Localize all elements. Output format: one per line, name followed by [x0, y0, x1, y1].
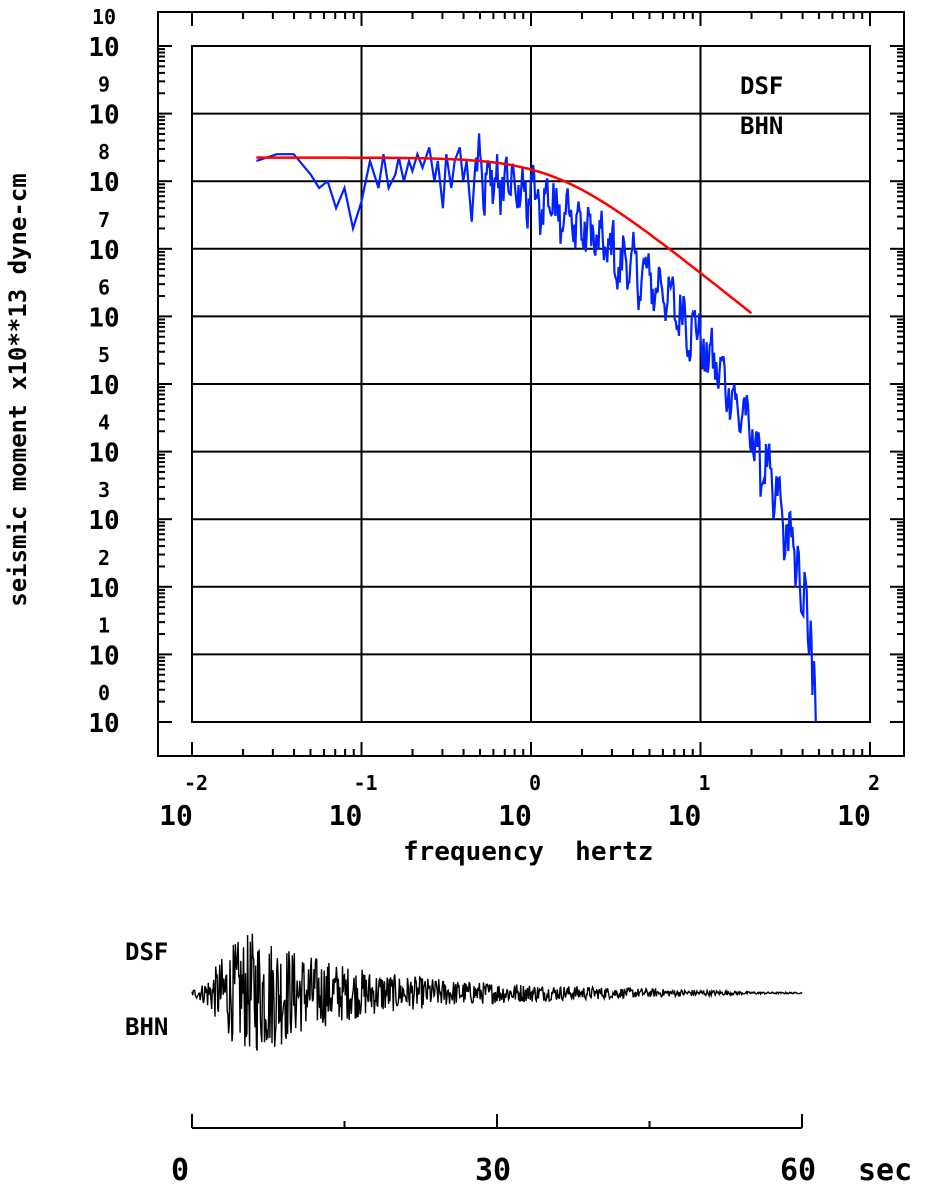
spectrum-grid: [192, 46, 870, 722]
y-tick-exponent: 9: [98, 73, 110, 97]
x-axis-label: frequency hertz: [403, 837, 653, 867]
y-tick-exponent: 1: [98, 613, 110, 637]
time-tick-label: 30: [475, 1153, 511, 1184]
time-tick-label: 0: [171, 1153, 189, 1184]
x-tick-base: 10: [498, 799, 532, 832]
y-tick-base: 10: [88, 236, 119, 266]
seismogram-path: [191, 933, 803, 1051]
seismogram-trace: [191, 933, 803, 1051]
y-tick-base: 10: [88, 371, 119, 401]
y-tick-exponent: 10: [92, 5, 116, 29]
y-tick-exponent: 8: [98, 140, 110, 164]
model-fit-line: [256, 156, 753, 315]
y-tick-base: 10: [88, 101, 119, 131]
y-tick-exponent: 0: [98, 681, 110, 705]
x-tick-base: 10: [837, 799, 871, 832]
trace-channel-label: BHN: [125, 1013, 168, 1041]
time-axis-ticks: 0 30 60: [171, 1114, 816, 1184]
x-tick-exponent: -1: [353, 771, 377, 795]
y-tick-exponent: 3: [98, 478, 110, 502]
y-tick-exponent: 5: [98, 343, 110, 367]
model-fit-path: [256, 156, 753, 315]
x-tick-labels: 10 -2 10 -1 10 0 10 1 10 2: [159, 771, 880, 832]
observed-spectrum-line: [256, 133, 817, 723]
y-tick-exponent: 4: [98, 411, 110, 435]
time-tick-label: 60: [780, 1153, 816, 1184]
trace-station-label: DSF: [125, 938, 168, 966]
y-axis-label: seismic moment x10**13 dyne-cm: [4, 173, 32, 606]
x-tick-base: 10: [159, 799, 193, 832]
spectrum-station-label: DSF: [740, 72, 783, 100]
x-tick-exponent: 0: [529, 771, 541, 795]
y-tick-exponent: 7: [98, 208, 110, 232]
x-tick-exponent: -2: [184, 771, 208, 795]
y-tick-base: 10: [88, 574, 119, 604]
spectrum-channel-label: BHN: [740, 112, 783, 140]
y-tick-exponent: 6: [98, 275, 110, 299]
observed-spectrum-path: [256, 133, 817, 723]
x-tick-exponent: 2: [868, 771, 880, 795]
y-tick-base: 10: [88, 33, 119, 63]
y-tick-base: 10: [88, 168, 119, 198]
y-tick-base: 10: [88, 439, 119, 469]
y-tick-labels: 10 10 10 9 10 8 10 7 10 6 10 5 10 4 10 3 10 2 10 1 10 0: [88, 5, 119, 739]
y-tick-base: 10: [88, 709, 119, 739]
y-tick-base: 10: [88, 303, 119, 333]
time-axis-unit: sec: [858, 1153, 912, 1184]
x-tick-base: 10: [329, 799, 363, 832]
x-tick-base: 10: [668, 799, 702, 832]
y-tick-exponent: 2: [98, 546, 110, 570]
y-tick-base: 10: [88, 506, 119, 536]
y-tick-base: 10: [88, 641, 119, 671]
spectrum-ticks: [158, 12, 904, 756]
x-tick-exponent: 1: [698, 771, 710, 795]
